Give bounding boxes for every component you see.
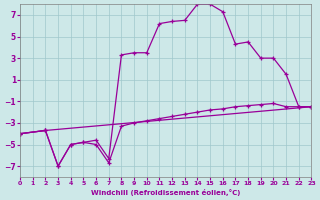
X-axis label: Windchill (Refroidissement éolien,°C): Windchill (Refroidissement éolien,°C) bbox=[91, 189, 240, 196]
